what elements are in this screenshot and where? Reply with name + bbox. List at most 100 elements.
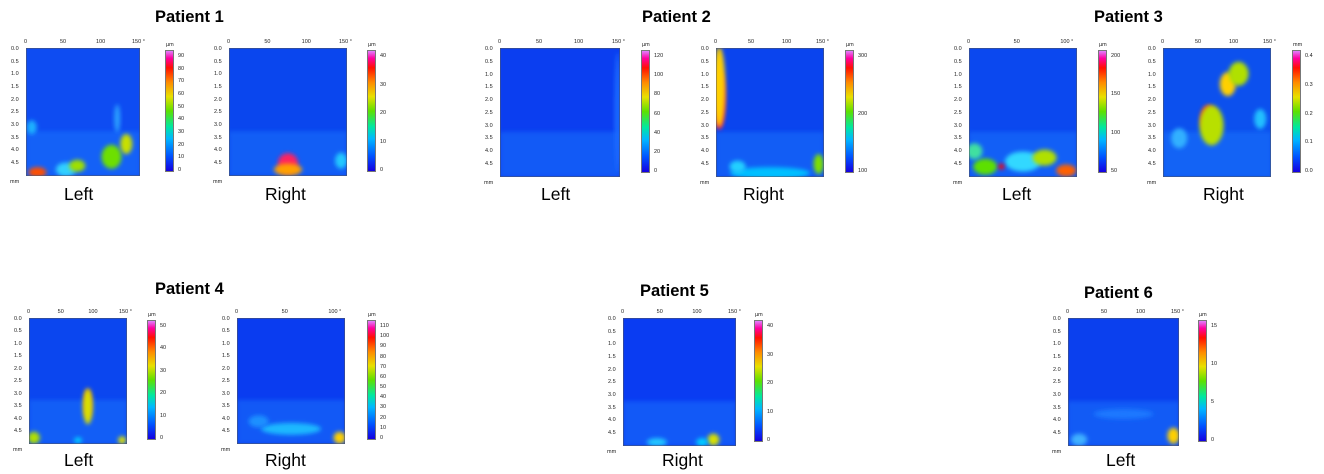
y-tick-label: 0.0 (608, 316, 616, 322)
color-scale-tick: 10 (767, 408, 774, 415)
color-scale-bar (147, 320, 156, 440)
y-tick-label: 1.5 (14, 353, 22, 360)
color-scale-tick: 10 (380, 424, 387, 431)
y-tick-label: 3.0 (701, 122, 709, 129)
x-tick-label: 150 ° (339, 39, 352, 45)
y-tick-label: 0.5 (1053, 328, 1061, 335)
color-scale-bar (1292, 50, 1301, 173)
y-tick-label: 3.0 (14, 390, 22, 397)
x-tick-label: 100 (1229, 39, 1239, 45)
color-scale-tick: 0 (380, 167, 384, 173)
y-tick-label: 4.0 (1148, 148, 1156, 155)
x-tick-label: 50 (57, 309, 64, 315)
y-tick-label: 2.0 (485, 97, 493, 104)
y-tick-label: 0.5 (1148, 58, 1156, 65)
y-tick-label: 1.0 (222, 340, 230, 347)
color-scale-bar (845, 50, 854, 173)
y-tick-label: 3.5 (14, 403, 22, 410)
y-tick-label: 4.5 (701, 161, 709, 167)
patient-2-title: Patient 2 (642, 8, 711, 26)
y-tick-label: 0.5 (11, 58, 19, 65)
x-tick-label: 150 ° (1171, 309, 1184, 315)
heat-map-image (26, 48, 140, 176)
color-scale-tick: 20 (380, 110, 387, 116)
color-scale-tick: 10 (380, 138, 387, 145)
y-tick-label: 4.0 (608, 417, 616, 424)
color-scale-tick: 50 (380, 384, 387, 391)
x-tick-label: 0 (24, 39, 28, 45)
y-tick-label: 3.5 (954, 135, 962, 142)
y-tick-label: 4.5 (608, 430, 616, 436)
y-tick-label: 1.5 (1148, 84, 1156, 91)
y-tick-label: 0.0 (1053, 316, 1061, 322)
heat-map-image (29, 318, 127, 444)
y-tick-label: 4.5 (11, 160, 19, 166)
y-tick-label: 2.5 (954, 109, 962, 116)
y-tick-label: 0.5 (701, 58, 709, 65)
color-scale-tick: 60 (178, 91, 185, 97)
color-scale-tick: 20 (178, 141, 185, 148)
x-tick-label: 0 (235, 309, 239, 315)
color-scale-tick: 20 (767, 380, 774, 386)
y-tick-label: 0.0 (14, 316, 22, 322)
y-tick-label: 2.5 (701, 109, 709, 116)
color-scale-tick: 60 (654, 110, 661, 117)
color-scale-unit: µm (755, 312, 763, 318)
color-scale-tick: 0.4 (1305, 53, 1313, 59)
y-tick-label: 4.5 (485, 161, 493, 167)
y-tick-label: 2.0 (954, 97, 962, 104)
patient-4-right-map: 0 50 100 ° 0.0 0.5 1.0 1.5 2.0 2.5 3.0 3.5 4.0 4.5 mm… (0, 0, 389, 453)
color-scale-unit: µm (148, 312, 156, 318)
y-unit-label: mm (953, 180, 963, 186)
y-tick-label: 2.5 (222, 378, 230, 385)
x-tick-label: 0 (1161, 39, 1165, 45)
x-tick-label: 50 (748, 39, 755, 45)
color-scale-tick: 0 (767, 437, 771, 443)
y-tick-label: 0.5 (954, 58, 962, 65)
y-tick-label: 3.0 (1053, 392, 1061, 398)
y-tick-label: 1.0 (608, 341, 616, 348)
x-tick-label: 50 (1101, 309, 1108, 315)
color-scale-tick: 40 (160, 345, 167, 352)
color-scale-tick: 30 (160, 367, 167, 374)
heat-map-image (237, 318, 345, 444)
y-tick-label: 2.5 (214, 109, 222, 116)
y-tick-label: 4.0 (222, 415, 230, 422)
heat-map-image (1163, 48, 1271, 177)
y-unit-label: mm (1147, 180, 1157, 186)
patient-2-right-label: Right (743, 184, 784, 204)
x-tick-label: 100 (96, 39, 106, 45)
y-tick-label: 1.5 (222, 353, 230, 360)
x-tick-label: 150 ° (1263, 39, 1276, 45)
patient-4-left-map: 0 50 100 150 ° 0.0 0.5 1.0 1.5 2.0 2.5 3.0 3.5 4.0 4.… (0, 0, 166, 453)
color-scale-tick: 40 (654, 129, 661, 136)
y-tick-label: 2.5 (485, 109, 493, 116)
color-scale-tick: 10 (1211, 361, 1218, 367)
color-scale-tick: 20 (380, 414, 387, 421)
color-scale-unit: µm (1099, 42, 1107, 48)
y-tick-label: 3.5 (701, 135, 709, 142)
y-tick-label: 3.5 (1148, 135, 1156, 142)
x-tick-label: 100 (574, 39, 584, 45)
color-scale-bar (1198, 320, 1207, 442)
y-tick-label: 1.0 (954, 71, 962, 78)
y-unit-label: mm (607, 449, 617, 455)
y-tick-label: 0.0 (214, 46, 222, 52)
x-tick-label: 0 (621, 309, 625, 315)
x-tick-label: 100 (692, 309, 702, 315)
y-unit-label: mm (13, 447, 23, 453)
patient-6-left-label: Left (1106, 450, 1136, 470)
y-unit-label: mm (213, 179, 223, 185)
y-tick-label: 2.5 (608, 379, 616, 386)
x-tick-label: 150 ° (728, 309, 741, 315)
y-unit-label: mm (1052, 449, 1062, 455)
y-tick-label: 3.0 (214, 122, 222, 128)
y-tick-label: 0.0 (11, 46, 19, 52)
color-scale-tick: 0 (654, 168, 658, 174)
color-scale-tick: 20 (160, 390, 167, 397)
y-tick-label: 3.5 (608, 404, 616, 411)
y-tick-label: 1.0 (1148, 71, 1156, 78)
color-scale-tick: 150 (1111, 91, 1121, 98)
x-tick-label: 100 ° (1060, 39, 1074, 45)
color-scale-tick: 40 (380, 394, 387, 401)
